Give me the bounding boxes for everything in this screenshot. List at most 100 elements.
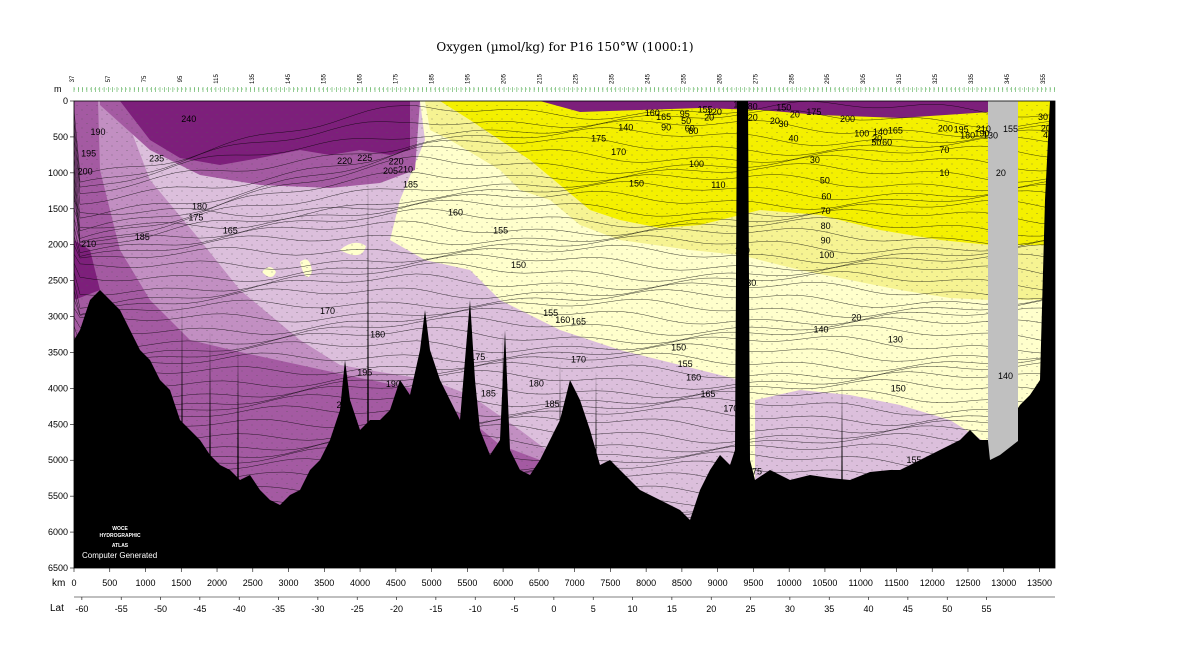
lat-tick-label: 0	[551, 604, 556, 614]
contour-value-label: 170	[723, 404, 738, 414]
contour-line	[74, 343, 1053, 375]
contour-value-label: 90	[661, 123, 671, 133]
station-number: 265	[717, 73, 723, 84]
contour-value-label: 220	[389, 156, 404, 166]
contour-value-label: 180	[370, 330, 385, 340]
contour-line	[74, 136, 1053, 205]
depth-tick-label: 4500	[48, 419, 68, 429]
contour-value-label: 150	[629, 179, 644, 189]
depth-tick-label: 2500	[48, 276, 68, 286]
contour-line	[74, 181, 1053, 247]
station-number: 295	[825, 73, 831, 84]
lat-tick-label: 50	[942, 604, 952, 614]
contour-value-label: 120	[707, 107, 722, 117]
contour-value-label: 50	[871, 138, 881, 148]
station-number: 155	[322, 73, 328, 84]
depth-tick-label: 6000	[48, 527, 68, 537]
lat-tick-label: -30	[311, 604, 324, 614]
contour-value-label: 60	[685, 123, 695, 133]
contour-value-label: 100	[689, 159, 704, 169]
contour-value-label: 130	[983, 130, 998, 140]
contour-value-label: 20	[790, 110, 800, 120]
distance-tick-label: 11000	[849, 578, 873, 588]
contour-value-label: 175	[806, 107, 821, 117]
depth-tick-label: 2000	[48, 240, 68, 250]
depth-tick-label: 5500	[48, 491, 68, 501]
plot-frame	[73, 100, 1056, 569]
chart-title: Oxygen (µmol/kg) for P16 150°W (1000:1)	[436, 40, 694, 54]
contour-value-label: 30	[778, 119, 788, 129]
contour-value-label: 175	[747, 467, 762, 477]
contour-line	[74, 325, 1053, 362]
contour-value-label: 80	[821, 221, 831, 231]
lat-tick-label: 5	[591, 604, 596, 614]
contour-value-label: 175	[470, 352, 485, 362]
latitude-axis: -60 -55 -50 -45 -40 -35 -30 -25 -20 -15 -10 -5 0 5 10 1…	[75, 597, 992, 614]
contour-value-label: 160	[448, 207, 463, 217]
contour-line	[74, 299, 1053, 323]
lat-tick-label: 30	[785, 604, 795, 614]
contour-line	[74, 253, 1053, 282]
contour-value-label: 10	[939, 168, 949, 178]
distance-tick-label: 9500	[743, 578, 763, 588]
contour-value-label: 180	[960, 130, 975, 140]
contour-value-label: 220	[337, 156, 352, 166]
distance-tick-label: 9000	[708, 578, 728, 588]
lat-tick-label: 10	[628, 604, 638, 614]
lat-tick-label: 15	[667, 604, 677, 614]
depth-tick-label: 3000	[48, 312, 68, 322]
contour-line	[74, 235, 1053, 259]
distance-tick-label: 8500	[672, 578, 692, 588]
lat-tick-label: 25	[746, 604, 756, 614]
contour-value-label: 50	[820, 176, 830, 186]
contour-value-label: 170	[571, 355, 586, 365]
lat-tick-label: 20	[706, 604, 716, 614]
contour-value-label: 150	[891, 383, 906, 393]
seamount-spike	[840, 380, 844, 568]
distance-tick-label: 8000	[636, 578, 656, 588]
contour-value-label: 160	[555, 315, 570, 325]
distance-tick-label: 13500	[1027, 578, 1052, 588]
contour-line	[74, 228, 1053, 257]
distance-tick-label: 3500	[314, 578, 334, 588]
contour-value-label: 210	[976, 124, 991, 134]
station-number: 235	[609, 73, 615, 84]
station-number: 215	[538, 73, 544, 84]
distance-tick-label: 12500	[955, 578, 980, 588]
contour-line	[74, 262, 1053, 296]
woce-logo: WOCE HYDROGRAPHIC ATLAS Computer Generat…	[82, 526, 157, 560]
lat-tick-label: -55	[115, 604, 128, 614]
contour-value-label: 170	[611, 147, 626, 157]
contour-value-label: 140	[873, 127, 888, 137]
contour-value-label: 20	[851, 312, 861, 322]
contour-value-label: 180	[743, 102, 758, 112]
station-number: 175	[394, 73, 400, 84]
depth-unit-label: m	[54, 84, 62, 94]
ocean-bottom	[74, 101, 1055, 568]
contour-value-label: 235	[149, 153, 164, 163]
logo-line-1: WOCE	[112, 526, 128, 532]
depth-tick-label: 500	[53, 132, 68, 142]
contour-value-label: 175	[591, 133, 606, 143]
contour-value-label: 185	[135, 232, 150, 242]
seamount-spike	[180, 300, 184, 568]
lat-tick-label: -40	[233, 604, 246, 614]
contour-value-label: 185	[403, 179, 418, 189]
data-gap	[988, 101, 1018, 441]
contour-line	[74, 190, 1053, 217]
station-number: 195	[466, 73, 472, 84]
contour-value-label: 100	[819, 250, 834, 260]
contour-value-label: 160	[686, 373, 701, 383]
computer-generated-caption: Computer Generated	[82, 551, 157, 560]
distance-tick-label: 2000	[207, 578, 227, 588]
contour-value-label: 210	[81, 239, 96, 249]
contour-value-label: 180	[529, 378, 544, 388]
station-number: 37	[70, 75, 76, 82]
seamount-spike	[501, 330, 505, 568]
seamount-spike	[236, 340, 240, 568]
lat-tick-label: -20	[390, 604, 403, 614]
contour-value-label: 110	[711, 180, 725, 190]
contour-value-label: 190	[974, 128, 989, 138]
contour-value-label: 185	[545, 399, 560, 409]
